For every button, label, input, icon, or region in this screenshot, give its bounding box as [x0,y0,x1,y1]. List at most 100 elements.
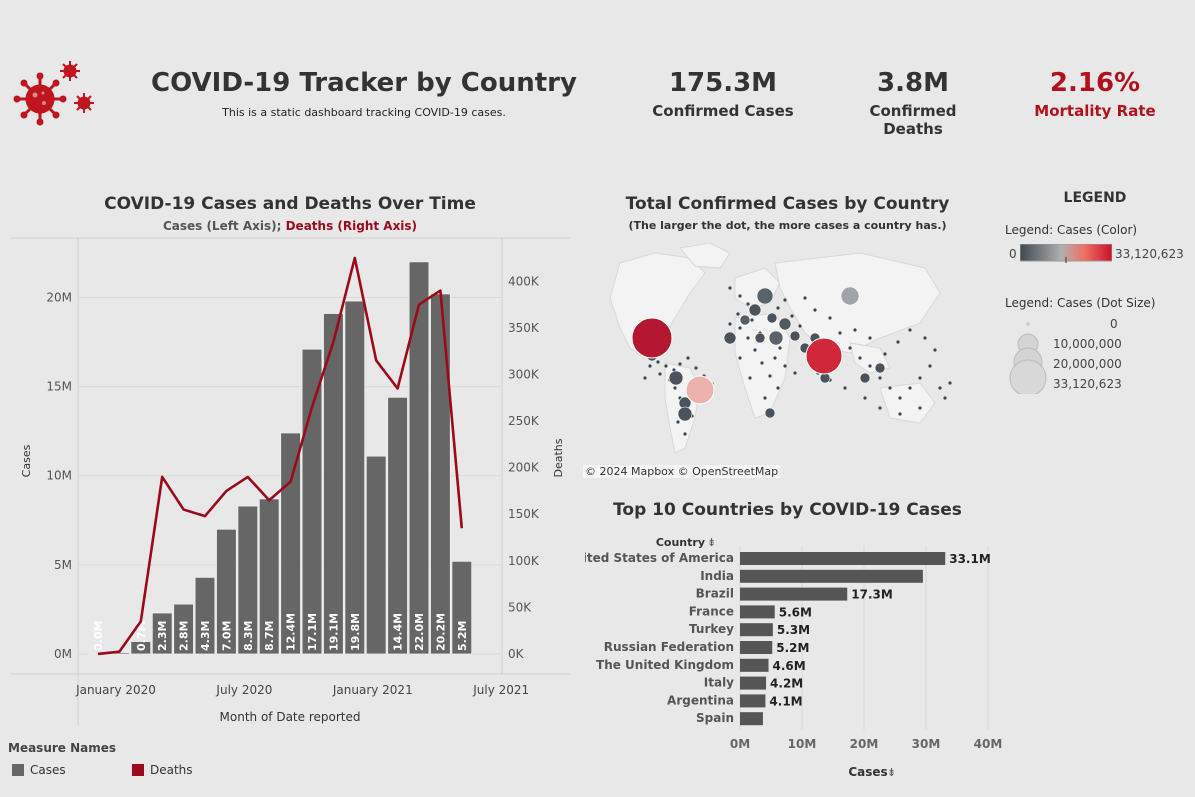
kpi-label: Confirmed Deaths [869,102,957,138]
y-tick-label: 10M [46,469,72,483]
kpi-value: 175.3M [668,68,778,98]
legend-size-10m: 10,000,000 [1053,337,1122,351]
y2-tick-label: 100K [508,554,540,568]
y2-tick-label: 0K [508,647,525,661]
country-label: United States of America [585,551,734,565]
x-axis-title[interactable]: Cases [848,765,887,779]
country-bar[interactable] [740,676,767,690]
legend-item-cases[interactable]: Cases [12,763,66,777]
cases-deaths-chart[interactable]: 0M 5M 10M 15M 20M 0K 50K 100K 150K 200K 250K 300K 35… [0,236,590,736]
bar-cases[interactable] [323,313,344,655]
map-subtitle: (The larger the dot, the more cases a co… [628,219,947,232]
x-tick-label: 20M [850,737,879,751]
country-bar[interactable] [740,641,773,654]
country-bar[interactable] [740,569,923,583]
country-bar[interactable] [740,658,769,672]
sort-icon[interactable]: ⇟ [887,766,896,779]
country-bar[interactable] [740,605,775,619]
x-tick-label: 0M [730,737,750,751]
legend-color-label: Legend: Cases (Color) [1005,223,1138,237]
bar-cases[interactable] [151,612,173,655]
bar-cases[interactable] [216,528,237,655]
country-label: Turkey [689,622,734,636]
legend-size-max: 33,120,623 [1053,377,1122,391]
legend-panel: LEGEND Legend: Cases (Color) 0 33,120,62… [1000,190,1190,400]
country-bar[interactable] [740,694,766,708]
y-tick-label: 0M [54,647,72,661]
subtitle-deaths: Deaths (Right Axis) [285,219,418,233]
country-label: France [689,604,734,618]
x-tick-label: July 2020 [215,683,272,697]
bar-value-label: 2.3M [156,621,169,651]
x-tick-label: January 2021 [332,683,413,697]
bar-value-label: 4.3M [199,621,212,651]
bar-value-label: 22.0M [413,613,426,651]
bar-cases[interactable] [344,300,366,655]
legend-label: Deaths [150,763,193,777]
sort-icon[interactable]: ⇟ [707,536,716,549]
legend-size-circles [1009,322,1047,394]
y2-tick-label: 200K [508,461,540,475]
legend-size-20m: 20,000,000 [1053,357,1122,371]
legend-item-deaths[interactable]: Deaths [132,763,193,777]
legend-title: Measure Names [8,741,117,755]
kpi-mortality-rate: 2.16% Mortality Rate [1020,68,1170,120]
bar-value-label: 12.4M [285,613,298,651]
x-tick-label: January 2020 [75,683,156,697]
y2-tick-label: 350K [508,321,540,335]
subtitle-cases: Cases (Left Axis); [162,219,286,233]
bar-value-label: 5.2M [776,641,809,655]
bar-cases[interactable] [408,261,430,655]
virus-icon [13,61,94,126]
bar-cases[interactable] [173,603,194,655]
y-tick-label: 20M [46,290,72,304]
bar-cases[interactable] [430,293,451,655]
y-tick-label: 15M [46,380,72,394]
country-label: The United Kingdom [596,658,734,672]
country-bar[interactable] [740,712,763,726]
legend-title: LEGEND [1063,190,1127,206]
bar-cases[interactable] [280,432,301,655]
country-label: Spain [696,711,734,725]
bar-value-label: 7.0M [220,621,233,651]
bar-cases[interactable] [130,641,152,655]
legend-color-min: 0 [1009,247,1017,261]
map-title: Total Confirmed Cases by Country [625,194,950,214]
country-dots [631,286,952,436]
country-header[interactable]: Country [656,536,705,549]
y2-tick-label: 50K [508,600,532,614]
country-bar[interactable] [740,623,773,637]
y2-tick-label: 400K [508,274,540,288]
kpi-confirmed-deaths: 3.8M Confirmed Deaths [838,68,988,138]
country-label: Brazil [696,587,734,601]
bar-chart-title: Top 10 Countries by COVID-19 Cases [613,500,962,520]
bar-value-label: 8.3M [242,621,255,651]
x-tick-label: 10M [788,737,817,751]
bar-value-label: 19.8M [349,613,362,651]
bar-value-label: 17.1M [306,613,319,651]
y-tick-label: 5M [54,558,72,572]
world-map[interactable] [580,238,975,478]
legend-swatch [132,764,144,776]
bar-cases[interactable] [194,576,216,655]
kpi-value: 2.16% [1049,68,1141,98]
legend-swatch [12,764,24,776]
bar-cases[interactable] [365,455,387,655]
country-label: India [700,569,734,583]
bar-value-label: 0.7M [135,621,148,651]
country-bar[interactable] [740,552,946,565]
bar-cases[interactable] [387,396,408,655]
bar-cases[interactable] [301,348,323,655]
map-attribution[interactable]: © 2024 Mapbox © OpenStreetMap [583,465,781,478]
kpi-label: Mortality Rate [1034,102,1156,120]
legend-size-0: 0 [1110,317,1118,331]
legend-color-ramp [1020,244,1112,263]
bar-cases[interactable] [451,560,473,655]
country-bar[interactable] [740,587,848,601]
bar-cases[interactable] [237,505,259,655]
deaths-line[interactable] [97,256,464,656]
legend-color-max: 33,120,623 [1115,247,1184,261]
bar-value-label: 0.0M [92,621,105,651]
bar-value-label: 19.1M [327,613,340,651]
